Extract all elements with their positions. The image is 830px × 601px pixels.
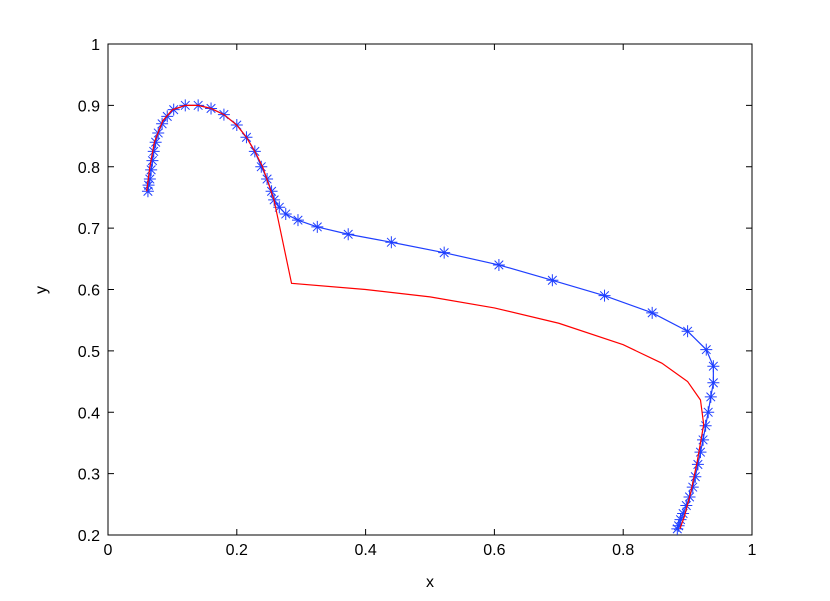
y-tick-label: 1 [91, 37, 100, 54]
marker [694, 446, 707, 459]
series-line [146, 104, 705, 530]
marker [672, 519, 685, 532]
marker [704, 390, 717, 403]
x-axis-label: x [426, 574, 434, 591]
marker [145, 163, 158, 176]
y-tick-label: 0.6 [78, 283, 100, 300]
marker [598, 289, 611, 302]
marker [707, 376, 720, 389]
marker [279, 208, 292, 221]
marker [702, 406, 715, 419]
y-tick-label: 0.8 [78, 160, 100, 177]
marker [255, 160, 268, 173]
marker [492, 258, 505, 271]
marker [546, 274, 559, 287]
x-tick-label: 0.8 [612, 542, 634, 559]
x-tick-label: 0.4 [354, 542, 376, 559]
marker [689, 470, 702, 483]
y-tick-label: 0.4 [78, 405, 100, 422]
x-tick-label: 0 [104, 542, 113, 559]
marker [686, 481, 699, 494]
marker [142, 179, 155, 192]
marker [146, 154, 159, 167]
x-tick-label: 0.6 [483, 542, 505, 559]
marker [691, 458, 704, 471]
marker [149, 136, 162, 149]
marker [707, 360, 720, 373]
marker [674, 513, 687, 526]
marker [681, 325, 694, 338]
marker [677, 507, 690, 520]
y-tick-label: 0.7 [78, 221, 100, 238]
marker [141, 185, 154, 198]
y-tick-label: 0.5 [78, 344, 100, 361]
marker [273, 201, 286, 214]
marker [697, 433, 710, 446]
marker [671, 522, 684, 535]
marker [646, 306, 659, 319]
marker [342, 228, 355, 241]
marker [699, 419, 712, 432]
x-tick-label: 0.2 [226, 542, 248, 559]
y-tick-label: 0.3 [78, 467, 100, 484]
marker [700, 343, 713, 356]
marker [147, 145, 160, 158]
y-tick-label: 0.9 [78, 98, 100, 115]
marker [143, 173, 156, 186]
y-tick-label: 0.2 [78, 528, 100, 545]
x-tick-label: 1 [748, 542, 757, 559]
marker [385, 236, 398, 249]
marker [291, 214, 304, 227]
plot-area [107, 43, 753, 536]
marker [438, 246, 451, 259]
marker [311, 220, 324, 233]
marker [680, 499, 693, 512]
y-axis-label: y [33, 286, 50, 294]
